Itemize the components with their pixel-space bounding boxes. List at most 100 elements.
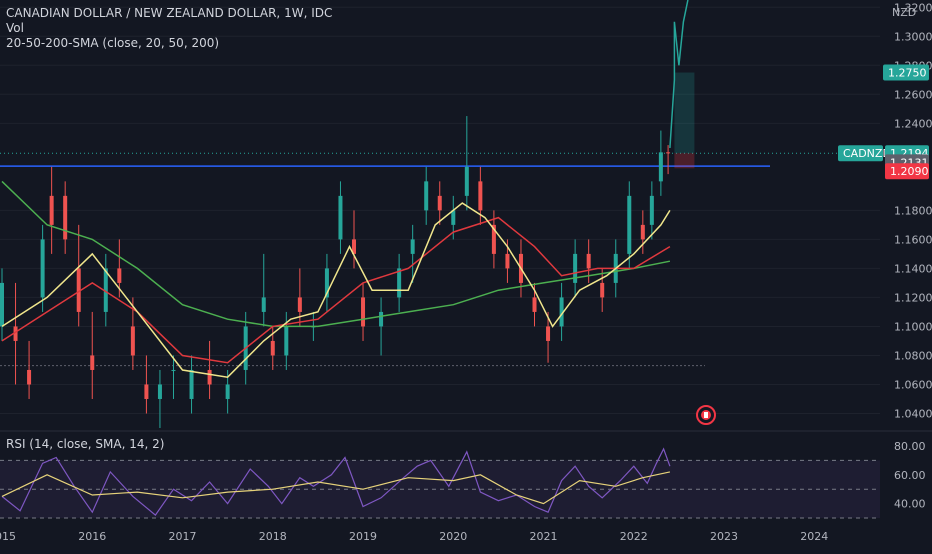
currency-label: NZD (892, 6, 917, 19)
price-axis[interactable]: 1.32001.30001.28001.26001.24001.18001.16… (894, 1, 932, 420)
rsi-tick-label: 60.00 (894, 469, 926, 482)
candle-body (627, 195, 632, 254)
grid (0, 6, 880, 414)
candle-body (157, 384, 162, 399)
rsi-tick-label: 40.00 (894, 498, 926, 511)
candle-body (261, 297, 266, 312)
candle-body (225, 384, 230, 399)
time-tick-label: 2017 (169, 530, 197, 543)
sma-legend[interactable]: 20-50-200-SMA (close, 20, 50, 200) (6, 36, 220, 50)
candle-body (117, 268, 122, 283)
time-tick-label: 2016 (78, 530, 106, 543)
price-tick-label: 1.0600 (894, 378, 932, 391)
candle-body (352, 239, 356, 254)
target-badge-text: 1.2750 (888, 67, 927, 80)
rsi-sma-line (1, 471, 671, 505)
price-tick-label: 1.3000 (894, 30, 932, 43)
candle-body (586, 253, 591, 269)
candle-body (451, 210, 456, 225)
candle-body (103, 268, 108, 312)
forecast-path (669, 0, 689, 149)
candle-body (437, 195, 442, 211)
candle-body (379, 311, 384, 327)
candle-body (284, 326, 289, 356)
price-tick-label: 1.3200 (894, 1, 932, 14)
candle-body (464, 166, 469, 196)
candle-body (666, 152, 671, 154)
candle-body (361, 297, 366, 327)
sma20-line (1, 202, 671, 379)
position-loss-zone[interactable] (674, 153, 695, 169)
candle-body (297, 297, 302, 312)
candle-body (658, 152, 663, 182)
candles (0, 116, 671, 428)
time-tick-label: 2018 (259, 530, 287, 543)
rsi-tick-label: 80.00 (894, 440, 926, 453)
candle-body (270, 340, 275, 356)
stop-price-badge (885, 163, 929, 180)
rsi-lines (1, 447, 671, 516)
candle-body (532, 297, 537, 312)
price-tick-label: 1.2400 (894, 117, 932, 130)
candle-body (600, 282, 605, 298)
price-tick-label: 1.1400 (894, 262, 932, 275)
candle-body (505, 253, 510, 269)
candle-body (207, 369, 212, 385)
candle-body (324, 268, 329, 298)
candle-body (397, 268, 402, 298)
candle-body (338, 195, 343, 240)
time-tick-label: 2015 (0, 530, 16, 543)
rsi-axis[interactable]: 80.00 60.00 40.00 (894, 440, 926, 511)
time-tick-label: 2020 (439, 530, 467, 543)
candle-body (27, 369, 32, 385)
time-tick-label: 2019 (349, 530, 377, 543)
volume-legend[interactable]: Vol (6, 21, 24, 35)
candle-body (189, 369, 194, 399)
candle-body (559, 297, 564, 327)
stop-price-badge-text: 1.2090 (890, 165, 929, 178)
candle-body (130, 326, 135, 356)
candle-body (171, 369, 176, 371)
sma200-line (1, 180, 671, 328)
price-tick-label: 1.2600 (894, 88, 932, 101)
candle-body (546, 326, 551, 341)
candle-body (649, 195, 654, 225)
symbol-title[interactable]: CANADIAN DOLLAR / NEW ZEALAND DOLLAR, 1W… (6, 6, 333, 20)
price-tick-label: 1.1000 (894, 320, 932, 333)
chart-legend: CANADIAN DOLLAR / NEW ZEALAND DOLLAR, 1W… (6, 6, 332, 51)
candle-body (76, 268, 81, 312)
target-badge (883, 64, 929, 81)
symbol-badge (838, 145, 883, 162)
candle-body (13, 326, 18, 341)
event-flag-icon[interactable] (696, 405, 716, 425)
candle-body (640, 224, 645, 240)
price-tick-label: 1.1600 (894, 233, 932, 246)
candle-body (144, 384, 149, 399)
sma50-line (1, 216, 671, 364)
time-tick-label: 2024 (800, 530, 828, 543)
symbol-badge-text: CADNZD (843, 147, 891, 160)
candle-body (63, 195, 68, 240)
time-axis[interactable]: 2015 2016 2017 2018 2019 2020 2021 2022 2023 2024 (0, 530, 828, 543)
time-tick-label: 2022 (620, 530, 648, 543)
price-tick-label: 1.0800 (894, 349, 932, 362)
candle-body (478, 181, 483, 211)
rsi-legend[interactable]: RSI (14, close, SMA, 14, 2) (6, 437, 165, 451)
candle-body (40, 239, 45, 298)
price-tick-label: 1.1800 (894, 204, 932, 217)
price-tick-label: 1.0400 (894, 407, 932, 420)
candle-body (424, 181, 429, 211)
candle-body (90, 355, 95, 370)
candle-body (573, 253, 578, 283)
candle-body (410, 239, 415, 254)
forecast-drawing (669, 0, 689, 149)
candle-body (0, 282, 4, 327)
position-profit-zone[interactable] (674, 72, 695, 154)
candle-body (491, 224, 496, 254)
time-tick-label: 2021 (530, 530, 558, 543)
candle-body (49, 195, 54, 225)
price-tick-label: 1.1200 (894, 291, 932, 304)
